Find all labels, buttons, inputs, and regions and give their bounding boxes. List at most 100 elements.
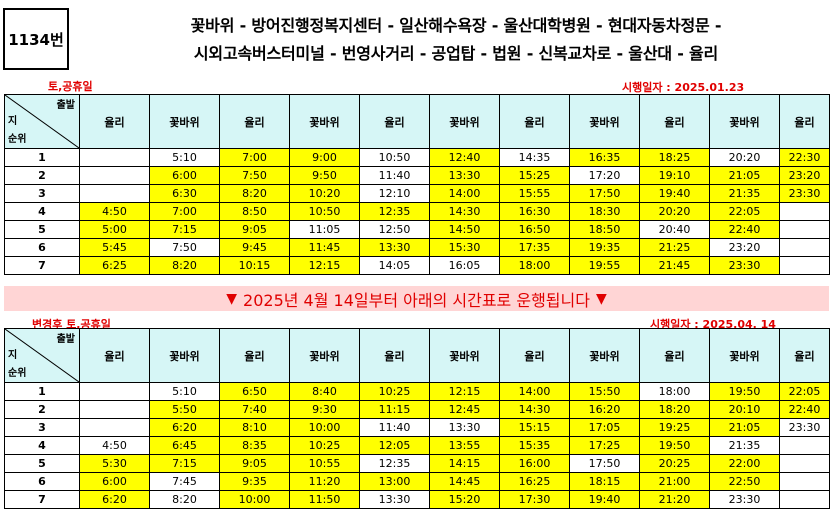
column-header: 꽃바위 [569,94,640,149]
column-header: 율리 [499,328,570,383]
row-order: 1 [4,382,80,401]
departure-time-cell [79,166,150,185]
departure-time-cell: 13:30 [429,418,500,437]
down-triangle-icon: ▼ [595,290,607,307]
departure-time-cell: 19:50 [709,382,780,401]
departure-time-cell: 23:30 [779,184,830,203]
departure-time-cell: 15:35 [499,436,570,455]
column-header: 꽃바위 [149,328,220,383]
departure-time-cell [79,400,150,419]
departure-time-cell: 14:15 [429,454,500,473]
table-row: 6 5:45 7:50 9:45 11:45 13:30 15:30 17:35 19:35 21… [4,238,830,257]
departure-time-cell: 8:20 [219,184,290,203]
departure-time-cell: 17:50 [569,184,640,203]
departure-time-cell: 14:45 [429,472,500,491]
departure-time-cell: 7:00 [219,148,290,167]
departure-time-cell: 12:15 [289,256,360,275]
row-order: 5 [4,454,80,473]
departure-time-cell: 12:05 [359,436,430,455]
departure-time-cell [779,202,830,221]
departure-time-cell: 17:30 [499,490,570,509]
departure-time-cell: 12:35 [359,454,430,473]
departure-time-cell: 23:20 [779,166,830,185]
departure-time-cell: 6:00 [149,166,220,185]
departure-time-cell [779,220,830,239]
departure-time-cell: 8:35 [219,436,290,455]
departure-time-cell: 9:50 [289,166,360,185]
departure-time-cell: 10:00 [219,490,290,509]
departure-time-cell: 21:00 [639,472,710,491]
departure-time-cell: 9:00 [289,148,360,167]
departure-time-cell: 8:50 [219,202,290,221]
row-order: 3 [4,418,80,437]
row-order: 4 [4,202,80,221]
departure-time-cell [779,238,830,257]
departure-time-cell [779,436,830,455]
table-row: 5 5:30 7:15 9:05 10:55 12:35 14:15 16:00 17:50 20… [4,454,830,473]
departure-time-cell: 10:55 [289,454,360,473]
column-header: 율리 [359,94,430,149]
departure-time-cell: 22:40 [709,220,780,239]
departure-time-cell: 12:45 [429,400,500,419]
departure-time-cell: 21:20 [639,490,710,509]
row-order: 3 [4,184,80,203]
departure-time-cell [79,148,150,167]
timetable-before: 출발 지 순위 율리 꽃바위 율리 꽃바위 율리 꽃바위 율리 꽃바위 율리 꽃바위 율리 1 5:10 7:0… [4,94,830,275]
departure-time-cell: 6:25 [79,256,150,275]
departure-time-cell: 17:25 [569,436,640,455]
departure-time-cell: 15:25 [499,166,570,185]
departure-time-cell: 6:50 [219,382,290,401]
departure-time-cell: 22:05 [709,202,780,221]
effective-date-1: 시행일자 : 2025.01.23 [622,81,745,94]
departure-time-cell: 10:15 [219,256,290,275]
departure-time-cell: 13:30 [359,238,430,257]
departure-time-cell: 8:20 [149,490,220,509]
departure-time-cell: 10:25 [359,382,430,401]
row-order: 2 [4,166,80,185]
departure-time-cell: 18:20 [639,400,710,419]
effective-date-2: 시행일자 : 2025.04. 14 [650,318,776,331]
departure-time-cell: 22:40 [779,400,830,419]
corner-label: 출발 [56,100,75,111]
departure-time-cell: 12:15 [429,382,500,401]
timetable-after: 출발 지 순위 율리 꽃바위 율리 꽃바위 율리 꽃바위 율리 꽃바위 율리 꽃바위 율리 1 5:10 6:5… [4,328,830,509]
row-order: 2 [4,400,80,419]
departure-time-cell: 11:05 [289,220,360,239]
departure-time-cell: 16:50 [499,220,570,239]
departure-time-cell: 8:40 [289,382,360,401]
column-header: 꽃바위 [289,328,360,383]
departure-time-cell: 22:30 [779,148,830,167]
departure-time-cell: 23:20 [709,238,780,257]
route-stops-line-2: 시외고속버스터미널 - 번영사거리 - 공업탑 - 법원 - 신복교차로 - 울… [193,44,719,63]
departure-time-cell: 15:15 [499,418,570,437]
departure-time-cell: 5:10 [149,148,220,167]
down-triangle-icon: ▼ [226,290,238,307]
column-header: 율리 [639,94,710,149]
column-header: 꽃바위 [289,94,360,149]
corner-label: 지 [8,350,18,361]
departure-time-cell: 11:45 [289,238,360,257]
route-number-box: 1134번 [3,8,69,70]
departure-time-cell: 18:30 [569,202,640,221]
departure-time-cell: 16:25 [499,472,570,491]
column-header: 율리 [639,328,710,383]
departure-time-cell: 21:35 [709,184,780,203]
column-header: 율리 [79,94,150,149]
departure-time-cell: 10:25 [289,436,360,455]
departure-time-cell: 18:15 [569,472,640,491]
departure-time-cell: 19:35 [569,238,640,257]
change-notice-banner: ▼ 2025년 4월 14일부터 아래의 시간표로 운행됩니다 ▼ [4,286,829,311]
departure-time-cell: 16:00 [499,454,570,473]
departure-time-cell: 13:30 [429,166,500,185]
departure-time-cell: 4:50 [79,202,150,221]
departure-time-cell: 5:00 [79,220,150,239]
departure-time-cell: 6:00 [79,472,150,491]
departure-time-cell: 14:30 [429,202,500,221]
departure-time-cell: 8:20 [149,256,220,275]
departure-time-cell: 15:30 [429,238,500,257]
row-order: 6 [4,472,80,491]
departure-time-cell: 5:50 [149,400,220,419]
departure-time-cell: 10:50 [359,148,430,167]
departure-time-cell: 15:20 [429,490,500,509]
table-row: 4 4:50 7:00 8:50 10:50 12:35 14:30 16:30 18:30 20… [4,202,830,221]
